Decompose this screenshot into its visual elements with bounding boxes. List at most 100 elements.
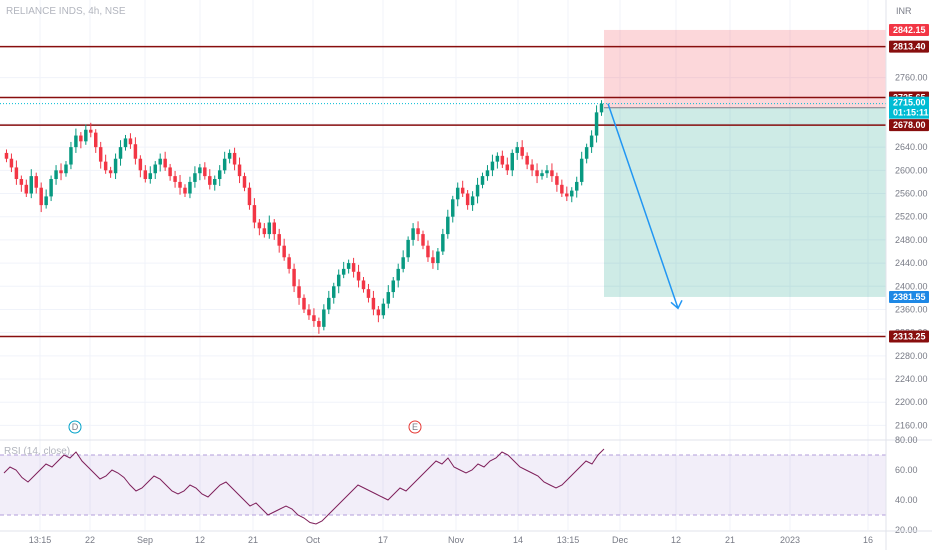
candlestick-series bbox=[4, 100, 604, 334]
level-tag-bg bbox=[889, 119, 929, 132]
candle-body bbox=[39, 187, 43, 206]
candle-body bbox=[113, 158, 118, 174]
candle-body bbox=[480, 176, 485, 185]
take-profit-zone[interactable] bbox=[604, 107, 886, 297]
candle-body bbox=[64, 164, 68, 174]
price-tick-label: 2480.00 bbox=[895, 235, 928, 245]
candle-body bbox=[252, 205, 257, 223]
candle-body bbox=[247, 187, 252, 206]
price-tick-label: 2200.00 bbox=[895, 397, 928, 407]
candle-body bbox=[574, 181, 579, 191]
bar-countdown: 01:15:11 bbox=[893, 108, 929, 118]
candle-body bbox=[49, 179, 53, 197]
candle-body bbox=[470, 196, 475, 206]
candle-body bbox=[560, 184, 564, 194]
candle-body bbox=[108, 170, 113, 174]
candle-body bbox=[74, 135, 78, 148]
candle-body bbox=[138, 158, 143, 171]
price-tick-label: 2640.00 bbox=[895, 142, 928, 152]
candle-body bbox=[485, 170, 490, 177]
candle-body bbox=[277, 234, 281, 246]
candle-body bbox=[158, 158, 162, 165]
rsi-pane[interactable]: RSI (14, close) 80.00 60.00 40.00 20.00 bbox=[0, 435, 932, 535]
candle-body bbox=[426, 245, 430, 258]
candle-body bbox=[570, 190, 574, 197]
horizontal-levels[interactable] bbox=[0, 45, 886, 338]
candle-body bbox=[163, 158, 167, 168]
target-tag: 2381.55 bbox=[893, 292, 926, 302]
candle-body bbox=[455, 187, 460, 200]
arrow-shaft[interactable] bbox=[607, 103, 679, 309]
candle-body bbox=[361, 280, 366, 290]
candle-body bbox=[208, 176, 212, 185]
candle-body bbox=[133, 144, 138, 159]
candle-body bbox=[292, 268, 296, 287]
time-tick-label: Oct bbox=[306, 535, 321, 545]
short-position-tool[interactable] bbox=[604, 29, 886, 297]
candle-body bbox=[14, 167, 19, 180]
event-marker-d[interactable] bbox=[68, 420, 82, 434]
candle-body bbox=[44, 196, 48, 206]
candle-body bbox=[495, 155, 500, 162]
candle-body bbox=[441, 234, 445, 252]
price-tick-label: 2760.00 bbox=[895, 73, 928, 83]
candle-body bbox=[193, 173, 197, 182]
candle-body bbox=[98, 147, 103, 162]
candle-body bbox=[322, 309, 326, 327]
candle-body bbox=[237, 164, 242, 177]
candle-body bbox=[381, 303, 386, 316]
last-price-tag: 2715.00 bbox=[893, 98, 926, 108]
candle-body bbox=[475, 184, 480, 197]
candle-body bbox=[29, 176, 34, 194]
rsi-line bbox=[3, 448, 605, 525]
candle-body bbox=[460, 187, 465, 194]
time-tick-label: Sep bbox=[137, 535, 153, 545]
price-tick-label: 2600.00 bbox=[895, 165, 928, 175]
stop-tag-bg bbox=[889, 23, 929, 36]
time-tick-label: 22 bbox=[85, 535, 95, 545]
candle-body bbox=[530, 164, 534, 171]
projection-arrow[interactable] bbox=[607, 103, 683, 310]
time-tick-label: 21 bbox=[248, 535, 258, 545]
candle-body bbox=[396, 268, 400, 281]
stop-loss-zone[interactable] bbox=[604, 29, 886, 108]
last-price-tag-bg bbox=[889, 96, 929, 119]
candle-body bbox=[341, 268, 346, 275]
rsi-tick-label: 20.00 bbox=[895, 525, 918, 535]
candle-body bbox=[520, 147, 524, 156]
candle-body bbox=[198, 167, 202, 174]
price-tick-label: 2440.00 bbox=[895, 258, 928, 268]
candle-body bbox=[327, 297, 331, 310]
candle-body bbox=[89, 129, 93, 133]
event-marker-e[interactable] bbox=[408, 420, 422, 434]
candle-body bbox=[550, 170, 554, 177]
candle-body bbox=[386, 292, 391, 304]
price-tick-label: 2280.00 bbox=[895, 351, 928, 361]
candle-body bbox=[9, 158, 14, 168]
candle-body bbox=[128, 138, 133, 145]
candle-body bbox=[346, 263, 351, 269]
candle-body bbox=[59, 170, 63, 174]
candle-body bbox=[421, 234, 425, 246]
candle-body bbox=[267, 222, 272, 235]
candle-body bbox=[183, 187, 187, 194]
candle-body bbox=[446, 216, 450, 235]
candle-body bbox=[505, 164, 510, 171]
level-tag: 2678.00 bbox=[893, 120, 926, 130]
candle-body bbox=[19, 179, 24, 185]
candle-body bbox=[148, 173, 153, 180]
target-tag-bg bbox=[889, 290, 929, 303]
candle-body bbox=[416, 228, 420, 235]
candle-body bbox=[451, 199, 455, 217]
candle-body bbox=[599, 103, 604, 113]
candle-body bbox=[168, 167, 172, 177]
time-tick-label: Dec bbox=[612, 535, 629, 545]
time-tick-label: 17 bbox=[378, 535, 388, 545]
candle-body bbox=[79, 135, 83, 142]
candle-body bbox=[227, 152, 232, 159]
symbol-title: RELIANCE INDS, 4h, NSE bbox=[6, 6, 126, 17]
candle-body bbox=[584, 147, 589, 159]
